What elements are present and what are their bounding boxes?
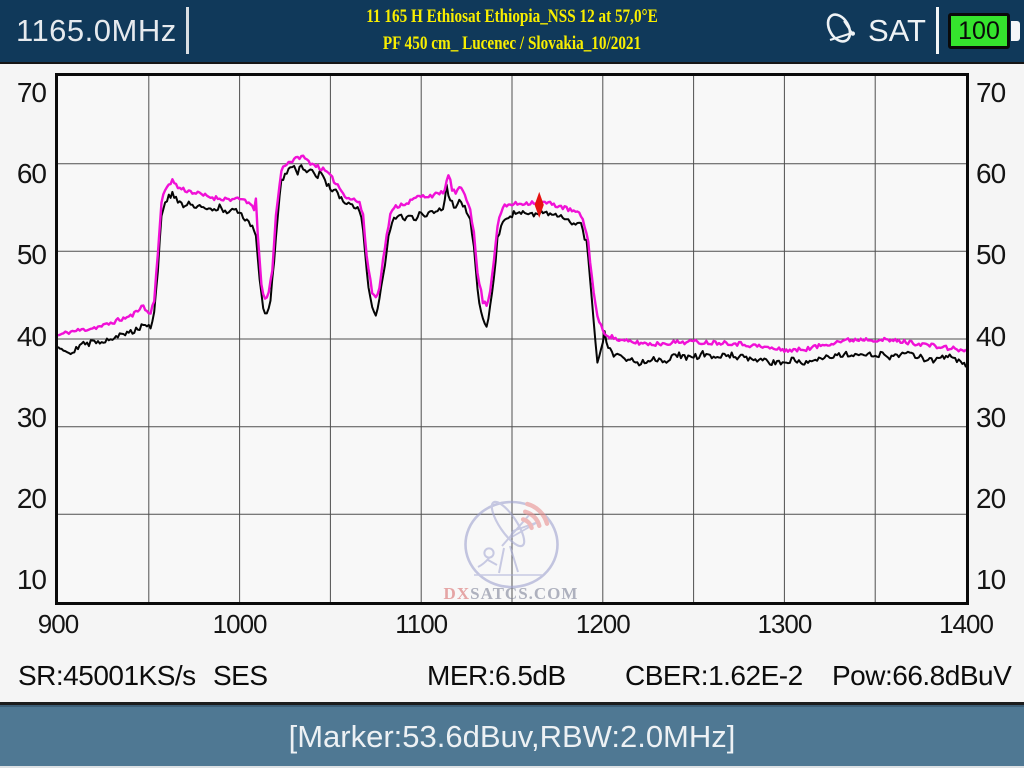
y-axis-tick-right: 50 <box>976 239 1006 271</box>
y-axis-tick-left: 40 <box>16 320 47 352</box>
x-axis-tick: 1200 <box>575 609 631 639</box>
mode-label: SAT <box>868 13 926 48</box>
spectrum-plot: DXSATCS.COM <box>55 73 969 605</box>
y-axis-tick-right: 40 <box>976 320 1006 352</box>
transponder-title: 11 165 H Ethiosat Ethiopia_NSS 12 at 57,… <box>102 3 921 57</box>
cber-readout: CBER:1.62E-2 <box>625 660 803 691</box>
watermark-dx: DX <box>444 584 471 602</box>
y-axis-tick-left: 30 <box>16 401 47 433</box>
symbol-rate-readout: SR:45001KS/s <box>18 660 196 691</box>
y-axis-tick-right: 30 <box>976 401 1006 433</box>
battery-cap-icon <box>1011 21 1020 41</box>
power-readout: Pow:66.8dBuV <box>832 660 1012 691</box>
marker-bar: [Marker:53.6dBuv,RBW:2.0MHz] <box>0 705 1024 768</box>
y-axis-tick-left: 50 <box>16 239 47 271</box>
y-axis-tick-left: 20 <box>16 482 47 514</box>
y-axis-tick-right: 10 <box>976 564 1006 595</box>
watermark-rest: SATCS.COM <box>470 584 578 602</box>
dxsatcs-watermark: DXSATCS.COM <box>444 500 579 602</box>
marker-diamond <box>534 191 544 218</box>
y-axis-tick-left: 70 <box>16 77 47 108</box>
y-axis-tick-left: 10 <box>16 564 47 595</box>
x-axis-tick: 1300 <box>757 609 812 639</box>
satellite-dish-icon <box>826 13 855 43</box>
center-frequency-readout: 1165.0MHz <box>16 13 177 48</box>
marker-readout: [Marker:53.6dBuv,RBW:2.0MHz] <box>288 719 736 754</box>
separator <box>936 7 939 54</box>
x-axis-tick: 900 <box>37 609 79 639</box>
bottom-edge <box>0 766 1024 768</box>
y-axis-tick-right: 20 <box>976 482 1006 514</box>
separator <box>186 7 189 54</box>
top-bar: 1165.0MHz 11 165 H Ethiosat Ethiopia_NSS… <box>0 0 1024 64</box>
x-axis-tick: 1000 <box>212 609 268 639</box>
mer-readout: MER:6.5dB <box>427 660 566 691</box>
title-line-1: 11 165 H Ethiosat Ethiopia_NSS 12 at 57,… <box>366 6 658 27</box>
watermark-text: DXSATCS.COM <box>444 584 579 602</box>
y-axis-tick-right: 70 <box>976 77 1006 108</box>
title-line-2: PF 450 cm_ Lucenec / Slovakia_10/2021 <box>382 33 642 54</box>
y-axis-tick-left: 60 <box>16 158 47 190</box>
divider <box>0 702 1024 705</box>
x-axis-tick: 1100 <box>395 609 448 639</box>
spectrum-chart: DXSATCS.COM <box>58 76 966 602</box>
spectrum-traces <box>58 154 966 368</box>
provider-label: SES <box>213 660 268 691</box>
x-axis-tick: 1400 <box>939 609 994 639</box>
battery-indicator: 100 <box>948 13 1010 49</box>
grid-lines <box>58 76 966 602</box>
y-axis-tick-right: 60 <box>976 158 1006 190</box>
